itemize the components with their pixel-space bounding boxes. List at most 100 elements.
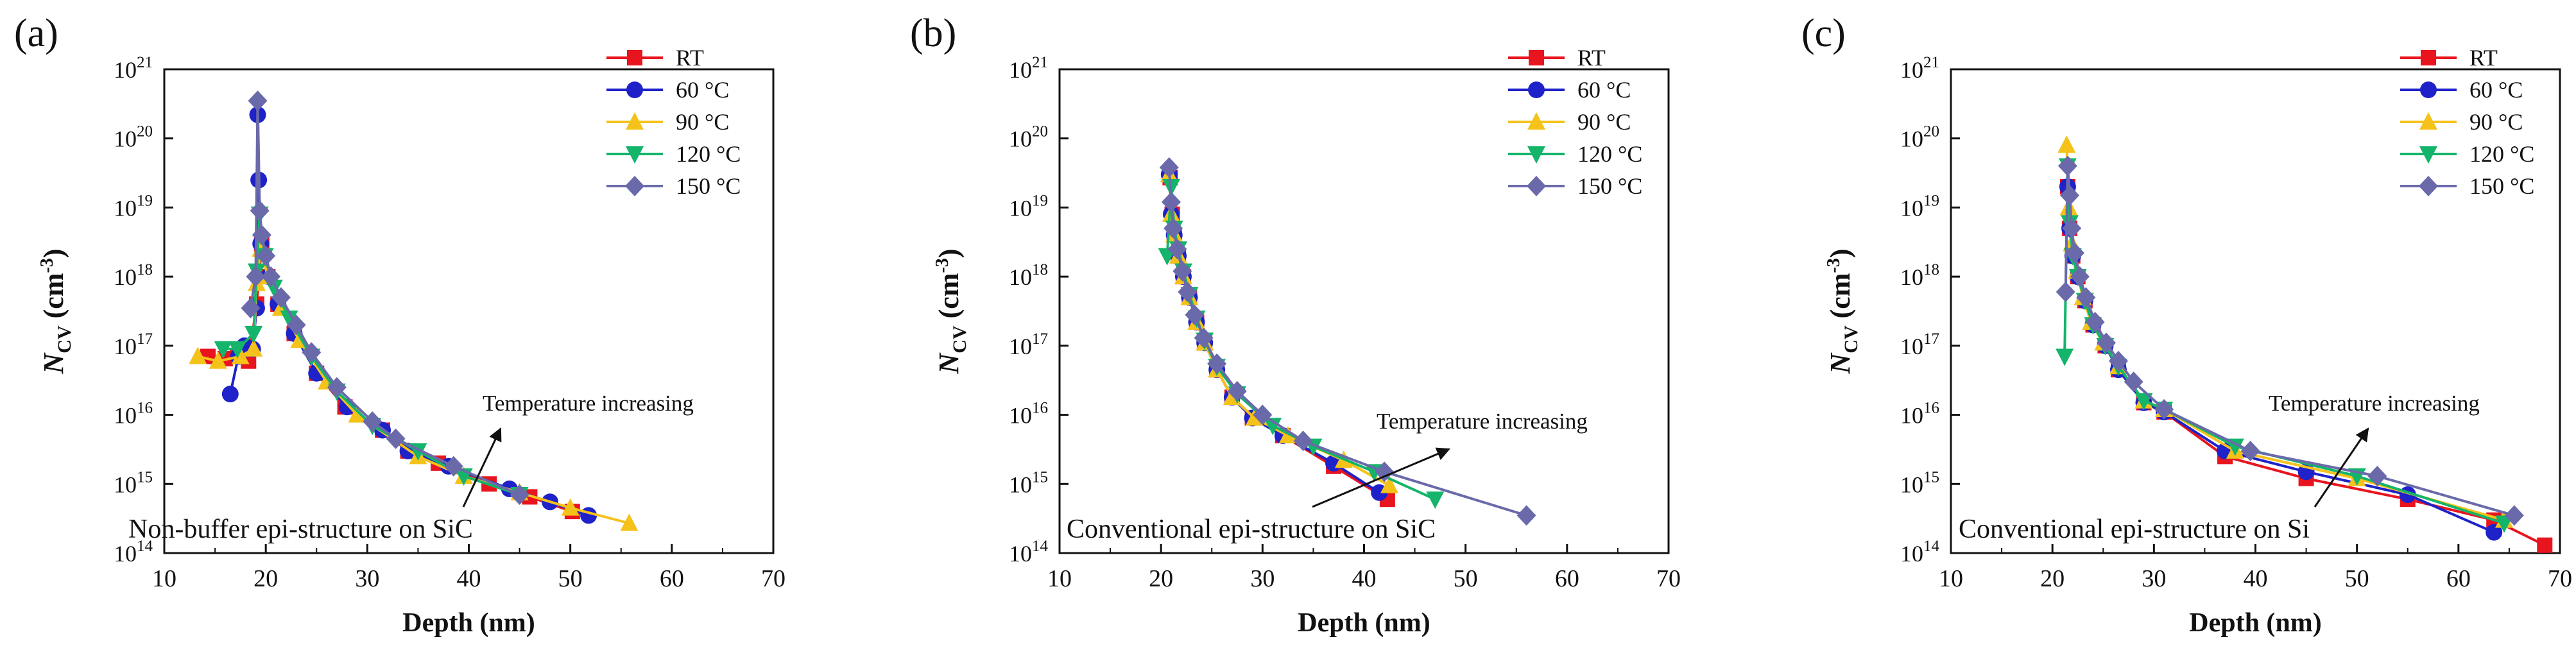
data-point — [2486, 524, 2503, 541]
legend-swatch-marker — [626, 112, 644, 130]
y-axis-label: NCV (cm-3) — [932, 249, 970, 375]
data-point — [2060, 185, 2080, 206]
legend-swatch-marker — [626, 81, 643, 98]
x-tick-label: 60 — [2446, 565, 2471, 592]
data-point — [1245, 408, 1264, 426]
data-point — [2154, 399, 2174, 420]
data-point — [1264, 418, 1282, 436]
data-point — [189, 346, 207, 364]
series-60-c — [1160, 166, 1388, 501]
data-point — [245, 339, 263, 357]
structure-label: Conventional epi-structure on Si — [1959, 515, 2310, 544]
y-tick-label: 1015 — [1009, 468, 1048, 497]
legend-swatch-marker — [1528, 81, 1545, 98]
data-point — [2062, 218, 2082, 239]
x-tick-label: 20 — [253, 565, 278, 592]
legend: RT 60 °C 90 °C 120 °C 150 °C — [606, 45, 741, 199]
legend-swatch-marker — [1527, 176, 1546, 196]
x-tick-label: 10 — [1939, 565, 1963, 592]
x-tick-label: 10 — [1047, 565, 1072, 592]
data-point — [1375, 461, 1395, 482]
data-point — [1253, 404, 1273, 425]
legend-swatch-marker — [1527, 146, 1545, 164]
chart-panel-b: (b)10 20 30 40 50 60 7010141015101610171018101… — [910, 12, 1681, 638]
panel-label: (b) — [910, 12, 956, 55]
y-tick-label: 1017 — [1009, 330, 1048, 359]
x-tick-label: 50 — [1454, 565, 1478, 592]
data-point — [1172, 260, 1192, 282]
series-150-c — [2056, 155, 2524, 526]
data-point — [2108, 350, 2128, 371]
data-point — [620, 513, 639, 531]
y-tick-label: 1021 — [114, 54, 153, 83]
data-point — [2504, 505, 2524, 526]
series-90-c — [2057, 135, 2514, 528]
panel-label: (a) — [14, 12, 58, 55]
y-tick-label: 1016 — [1009, 400, 1048, 429]
data-point — [2495, 515, 2514, 533]
x-tick-label: 10 — [152, 565, 176, 592]
y-tick-label: 1021 — [1009, 54, 1048, 83]
data-point — [2240, 440, 2260, 461]
y-tick-label: 1018 — [1009, 261, 1048, 290]
data-point — [256, 245, 276, 266]
data-point — [1178, 282, 1198, 303]
x-tick-label: 40 — [2244, 565, 2268, 592]
annotation-text: Temperature increasing — [1377, 409, 1588, 434]
data-point — [246, 266, 266, 287]
legend: RT 60 °C 90 °C 120 °C 150 °C — [2400, 45, 2534, 199]
data-point — [2065, 243, 2084, 264]
y-tick-label: 1020 — [1009, 123, 1048, 152]
x-tick-label: 50 — [2345, 565, 2369, 592]
annotation-text: Temperature increasing — [483, 391, 694, 416]
series-150-c — [241, 90, 529, 505]
annotation-text: Temperature increasing — [2269, 391, 2480, 416]
legend-label: 90 °C — [1577, 109, 1631, 135]
y-tick-label: 1019 — [1900, 192, 1939, 221]
data-point — [280, 310, 298, 328]
legend-swatch-marker — [2419, 146, 2437, 164]
legend-swatch-marker — [1529, 50, 1544, 65]
annotation-arrow — [462, 427, 502, 508]
series-line — [2065, 145, 2505, 522]
data-point — [221, 386, 239, 403]
data-point — [250, 200, 270, 221]
legend-label: 150 °C — [1577, 173, 1642, 199]
x-tick-label: 60 — [660, 565, 684, 592]
chart-panel-c: (c)10 20 30 40 50 60 7010141015101610171018101… — [1801, 12, 2572, 638]
legend-label: 90 °C — [676, 109, 729, 135]
data-point — [2056, 348, 2074, 366]
y-tick-label: 1016 — [114, 400, 153, 429]
x-tick-label: 30 — [2142, 565, 2166, 592]
series-90-c — [1160, 165, 1399, 493]
x-tick-label: 40 — [1352, 565, 1377, 592]
series-120-c — [2056, 158, 2514, 533]
data-point — [214, 341, 232, 359]
legend-label: 120 °C — [1577, 141, 1642, 167]
data-point — [348, 405, 366, 423]
data-point — [245, 325, 263, 343]
data-point — [1185, 304, 1205, 325]
data-point — [561, 498, 580, 516]
legend-label: 60 °C — [1577, 77, 1631, 103]
x-axis-label: Depth (nm) — [402, 608, 535, 638]
y-tick-label: 1014 — [1009, 538, 1049, 567]
data-point — [2124, 371, 2143, 393]
legend-label: 90 °C — [2469, 109, 2523, 135]
data-point — [443, 456, 463, 477]
data-point — [2070, 266, 2090, 287]
y-tick-label: 1014 — [114, 538, 153, 567]
x-axis-label: Depth (nm) — [2189, 608, 2322, 638]
legend-label: 150 °C — [676, 173, 741, 199]
legend-swatch-marker — [2419, 112, 2437, 130]
data-point — [2085, 311, 2105, 332]
data-point — [510, 484, 529, 505]
panel-label: (c) — [1801, 12, 1846, 55]
plot-frame — [1950, 68, 2561, 554]
x-tick-label: 70 — [1656, 565, 1681, 592]
series-rt — [2059, 179, 2553, 553]
y-tick-label: 1015 — [114, 468, 153, 497]
legend-label: RT — [2469, 45, 2498, 71]
data-point — [1380, 475, 1399, 493]
